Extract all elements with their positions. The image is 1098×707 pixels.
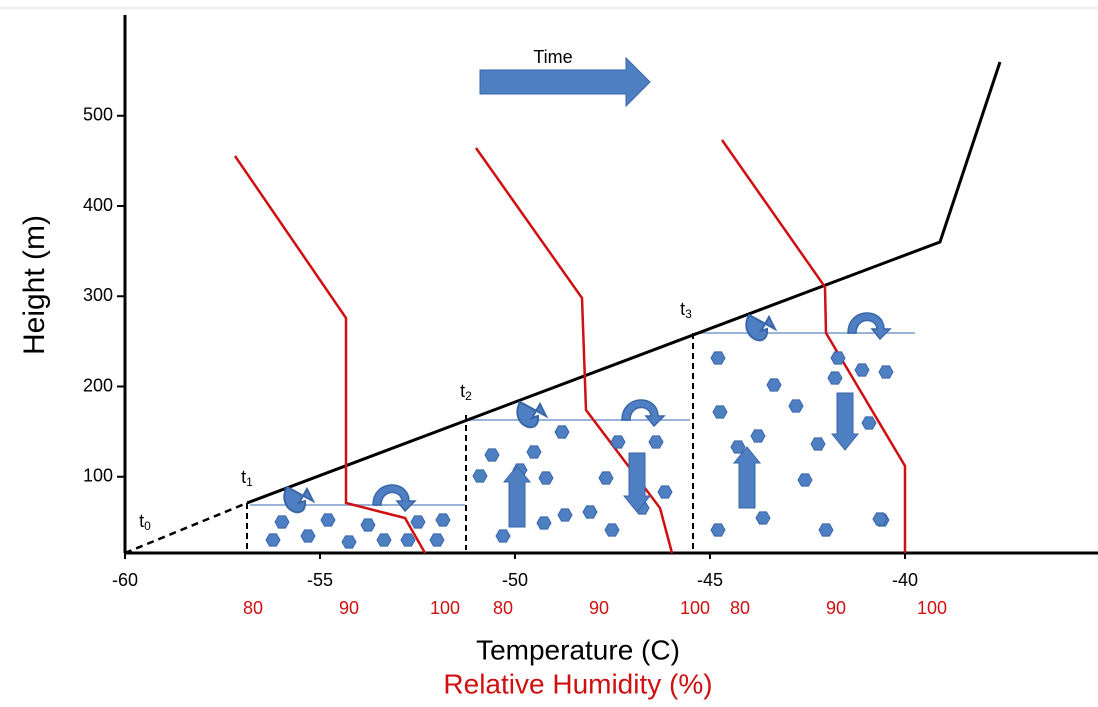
particle — [484, 448, 500, 462]
t-base: t — [241, 467, 246, 487]
time-arrow — [479, 56, 651, 108]
particle — [582, 505, 598, 519]
y-tick-label: 200 — [83, 375, 113, 395]
boundary-dashed — [124, 501, 248, 555]
particle — [265, 533, 281, 547]
t-sub: 0 — [144, 519, 151, 533]
particle — [710, 351, 726, 365]
x-tick-label: -45 — [697, 570, 723, 590]
x-tick-label: -60 — [112, 570, 138, 590]
particle — [755, 511, 771, 525]
t-label: t1 — [241, 467, 253, 489]
particle — [750, 429, 766, 443]
particle — [376, 533, 392, 547]
particle — [495, 529, 511, 543]
particle — [878, 365, 894, 379]
particle — [300, 529, 316, 543]
particle — [872, 512, 888, 526]
particle — [830, 351, 846, 365]
particle — [604, 523, 620, 537]
rh-tick-label: 80 — [243, 598, 263, 618]
particle — [810, 437, 826, 451]
up-arrow — [732, 446, 762, 509]
particle — [854, 363, 870, 377]
rh-tick-label: 100 — [680, 598, 710, 618]
particle — [598, 471, 614, 485]
particle — [712, 405, 728, 419]
rh-axis-label: Relative Humidity (%) — [443, 668, 712, 699]
particle — [341, 535, 357, 549]
particle — [360, 518, 376, 532]
particle — [410, 515, 426, 529]
rh-tick-label: 90 — [589, 598, 609, 618]
t-base: t — [139, 511, 144, 531]
particle — [400, 533, 416, 547]
t-label: t2 — [460, 381, 472, 403]
particle — [827, 371, 843, 385]
y-tick-label: 500 — [83, 105, 113, 125]
rh-tick-label: 90 — [339, 598, 359, 618]
y-axis-label: Height (m) — [18, 215, 51, 355]
particle — [657, 485, 673, 499]
y-tick-label: 400 — [83, 195, 113, 215]
particle — [536, 516, 552, 530]
down-arrow — [622, 452, 652, 513]
t-sub: 1 — [246, 475, 253, 489]
particle — [557, 508, 573, 522]
down-arrow — [830, 392, 860, 451]
particle — [788, 399, 804, 413]
rh-tick-label: 90 — [826, 598, 846, 618]
time-label: Time — [533, 47, 572, 67]
particle — [538, 471, 554, 485]
particle — [526, 445, 542, 459]
particle — [435, 513, 451, 527]
particle — [861, 416, 877, 430]
particle — [710, 523, 726, 537]
rh-tick-label: 80 — [493, 598, 513, 618]
x-axis-label: Temperature (C) — [476, 634, 680, 665]
t-sub: 3 — [685, 307, 692, 321]
loop-arrow — [283, 485, 316, 514]
rh-tick-label: 80 — [730, 598, 750, 618]
loop-arrow — [516, 400, 549, 429]
particle — [429, 533, 445, 547]
rh-profile — [233, 155, 427, 554]
particle — [610, 435, 626, 449]
particle — [554, 425, 570, 439]
rh-tick-label: 100 — [917, 598, 947, 618]
overturn-arrow — [847, 312, 892, 341]
x-tick-label: -55 — [307, 570, 333, 590]
t-label: t3 — [680, 299, 692, 321]
overturn-arrow — [621, 399, 666, 428]
drawing — [117, 15, 1098, 559]
boundary-line — [246, 61, 1002, 505]
y-tick-label: 100 — [83, 466, 113, 486]
t-label: t0 — [139, 511, 151, 533]
particle — [274, 515, 290, 529]
particle — [797, 473, 813, 487]
rh-profile — [474, 147, 674, 554]
x-tick-label: -40 — [892, 570, 918, 590]
particle — [648, 435, 664, 449]
particle — [320, 513, 336, 527]
particle — [766, 378, 782, 392]
particle — [472, 469, 488, 483]
particle — [818, 523, 834, 537]
loop-arrow — [745, 313, 778, 342]
overturn-arrow — [372, 484, 417, 513]
y-tick-label: 300 — [83, 285, 113, 305]
rh-profile — [720, 139, 907, 553]
x-tick-label: -50 — [502, 570, 528, 590]
t-sub: 2 — [465, 389, 472, 403]
rh-tick-label: 100 — [430, 598, 460, 618]
t-base: t — [460, 381, 465, 401]
t-base: t — [680, 299, 685, 319]
up-arrow — [502, 465, 532, 528]
